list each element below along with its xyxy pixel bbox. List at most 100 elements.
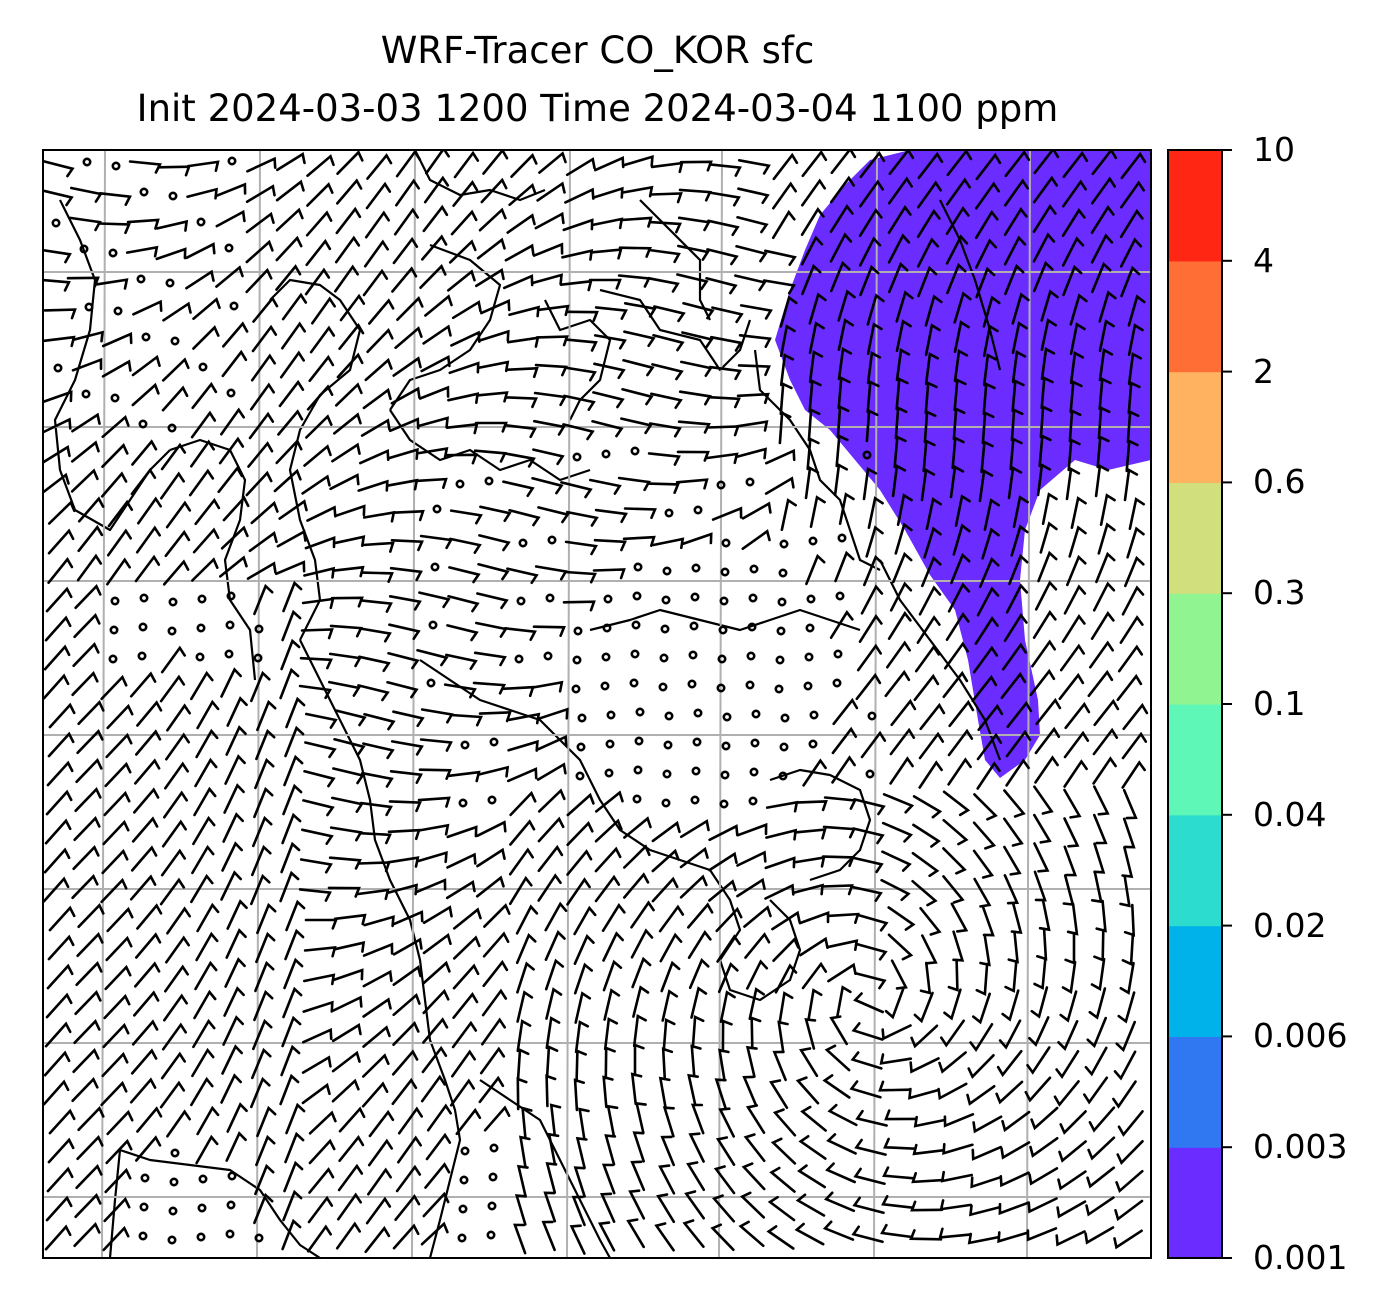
wind-barb	[588, 278, 622, 290]
calm-wind-marker	[543, 651, 553, 661]
wind-barb	[250, 670, 271, 703]
wind-barb	[74, 989, 102, 1016]
wind-barb	[43, 248, 72, 264]
wind-barb	[1006, 700, 1033, 729]
wind-barb	[887, 176, 913, 205]
calm-wind-marker	[84, 302, 94, 312]
calm-wind-marker	[227, 1171, 237, 1181]
wind-barb	[710, 335, 743, 352]
wind-barb	[246, 156, 277, 173]
wind-barb	[575, 1049, 587, 1083]
wind-barb	[918, 760, 943, 789]
wind-barb	[338, 323, 365, 350]
wind-barb	[1001, 1110, 1031, 1133]
wind-barb	[131, 354, 161, 377]
meridian-line	[718, 150, 723, 1258]
wind-barb	[978, 556, 1000, 589]
wind-barb	[72, 330, 105, 343]
wind-barb	[829, 175, 855, 204]
wind-barb	[975, 962, 989, 996]
wind-barb	[1128, 497, 1145, 530]
wind-barb	[738, 1220, 765, 1248]
wind-barb	[623, 507, 657, 520]
wind-barb	[418, 385, 450, 400]
wind-barb	[1007, 466, 1023, 500]
calm-wind-marker	[547, 535, 557, 545]
wind-barb	[306, 154, 335, 177]
wind-barb	[1087, 669, 1114, 698]
wind-barb	[912, 795, 943, 819]
calm-wind-marker	[168, 597, 178, 607]
calm-wind-marker	[716, 480, 726, 490]
wind-barb	[193, 786, 217, 817]
wind-barb	[334, 709, 367, 727]
wind-barb	[889, 756, 914, 785]
wind-barb	[308, 1110, 337, 1135]
wind-barb	[829, 232, 853, 263]
wind-barb	[982, 353, 998, 387]
calm-wind-marker	[225, 1229, 235, 1239]
wind-barb	[225, 1131, 247, 1162]
wind-barb	[479, 1046, 506, 1075]
wind-barb	[47, 934, 75, 961]
wind-barb	[71, 357, 103, 372]
wind-barb	[1067, 438, 1081, 472]
wind-barb	[884, 669, 911, 698]
wind-barb	[279, 870, 300, 903]
wind-barb	[66, 276, 100, 288]
wind-barb	[688, 957, 710, 990]
wind-barb	[595, 790, 624, 813]
wind-barb	[947, 958, 959, 992]
wind-barb	[449, 537, 482, 554]
wind-barb	[661, 989, 679, 1022]
calm-wind-marker	[720, 567, 730, 577]
wind-barb	[516, 1164, 529, 1197]
wind-barb	[446, 624, 479, 642]
wind-barb	[450, 209, 478, 236]
wind-barb	[102, 819, 130, 846]
wind-barb	[741, 1162, 766, 1191]
wind-barb	[503, 627, 537, 641]
wind-barb	[161, 819, 187, 848]
wind-barb	[299, 656, 333, 670]
wind-barb	[516, 1019, 532, 1053]
wind-barb	[95, 278, 129, 290]
wind-barb	[718, 1107, 735, 1138]
calm-wind-marker	[198, 1174, 208, 1184]
wind-barb	[105, 935, 133, 962]
wind-barb	[1097, 522, 1116, 555]
wind-barb	[653, 305, 686, 323]
colorbar-band	[1168, 925, 1222, 1037]
wind-barb	[245, 184, 276, 203]
wind-barb	[921, 555, 942, 588]
wind-barb	[282, 1189, 303, 1222]
wind-barb	[129, 1077, 157, 1104]
wind-barb	[574, 991, 592, 1024]
calm-wind-marker	[809, 710, 819, 720]
wind-barb	[1090, 871, 1103, 904]
wind-barb	[708, 879, 737, 902]
wind-barb	[73, 1018, 101, 1045]
wind-barb	[1093, 698, 1120, 727]
wind-barb	[894, 406, 908, 440]
wind-barb	[335, 1221, 361, 1250]
wind-barb	[506, 767, 538, 783]
wind-barb	[1040, 318, 1057, 351]
wind-barb	[718, 1048, 730, 1082]
wind-barb	[392, 910, 424, 926]
wind-barb	[165, 732, 190, 761]
wind-barb	[591, 420, 624, 438]
wind-barb	[976, 732, 1003, 761]
wind-barb	[336, 352, 364, 379]
wind-barb	[362, 969, 393, 988]
calm-wind-marker	[689, 621, 699, 631]
wind-barb	[911, 851, 940, 878]
wind-barb	[855, 672, 882, 701]
wind-barb	[916, 208, 941, 239]
wind-barb	[736, 392, 770, 405]
wind-barb	[675, 478, 709, 490]
wind-barb	[419, 738, 453, 752]
wind-barb	[916, 615, 941, 644]
wind-barb	[772, 152, 799, 181]
wind-barb	[688, 1132, 705, 1163]
